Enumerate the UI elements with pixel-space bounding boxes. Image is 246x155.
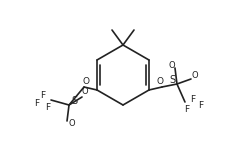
Text: F: F	[190, 95, 196, 104]
Text: F: F	[40, 91, 46, 100]
Text: O: O	[169, 60, 175, 69]
Text: O: O	[192, 71, 198, 80]
Text: O: O	[156, 77, 164, 86]
Text: F: F	[34, 98, 40, 108]
Text: F: F	[199, 102, 203, 111]
Text: S: S	[169, 75, 175, 85]
Text: O: O	[82, 77, 90, 86]
Text: O: O	[82, 88, 88, 97]
Text: O: O	[69, 120, 75, 128]
Text: F: F	[46, 102, 51, 111]
Text: F: F	[184, 106, 190, 115]
Text: S: S	[71, 96, 77, 106]
